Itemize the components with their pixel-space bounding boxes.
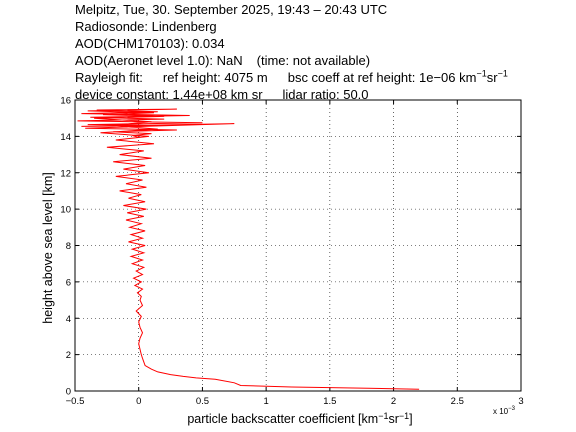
x-axis-label-exp1: −1	[378, 411, 388, 421]
bsc-coeff-sr: sr	[486, 70, 498, 85]
lidar-ratio-label: lidar ratio: 50.0	[282, 87, 369, 102]
x-tick-label: 1.5	[323, 396, 336, 407]
header-info: Melpitz, Tue, 30. September 2025, 19:43 …	[75, 1, 575, 103]
plot-frame	[74, 99, 522, 392]
x-axis-label-sr: sr	[388, 412, 398, 426]
y-tick-label: 4	[66, 314, 71, 325]
y-tick-label: 12	[60, 168, 71, 179]
y-tick-labels: 0 2 4 6 8 10 12 14 16	[60, 96, 71, 398]
aod-aeronet-time: (time: not available)	[256, 53, 371, 68]
x-tick-label: 0.5	[196, 396, 209, 407]
rayleigh-fit-line: Rayleigh fit: ref height: 4075 m bsc coeff…	[75, 69, 575, 86]
y-tick-label: 16	[60, 96, 71, 107]
y-tick-label: 8	[66, 241, 71, 252]
x-multiplier: x 10−3	[493, 406, 516, 416]
aod-aeronet-label: AOD(Aeronet level 1.0): NaN	[75, 53, 243, 68]
axis-ticks	[74, 99, 522, 392]
x-tick-label: 1	[263, 396, 268, 407]
bsc-coeff-exp1: −1	[476, 68, 487, 79]
x-axis-label-main: particle backscatter coefficient [km	[187, 412, 378, 426]
aod-chm-label: AOD(CHM170103): 0.034	[75, 36, 225, 51]
y-tick-label: 10	[60, 205, 71, 216]
radiosonde-label: Radiosonde: Lindenberg	[75, 19, 217, 34]
device-constant-label: device constant: 1.44e+08 km sr	[75, 87, 263, 102]
aod-aeronet-line: AOD(Aeronet level 1.0): NaN (time: not av…	[75, 52, 575, 69]
y-axis-label: height above sea level [km]	[41, 172, 55, 323]
bsc-coeff-label: bsc coeff at ref height: 1e−06 km	[287, 70, 477, 85]
x-axis-label-end: ]	[409, 412, 412, 426]
ref-height-label: ref height: 4075 m	[162, 70, 268, 85]
x-tick-label: 2.5	[451, 396, 464, 407]
header-title: Melpitz, Tue, 30. September 2025, 19:43 …	[75, 2, 388, 17]
x-tick-labels: −0.5 0 0.5 1 1.5 2 2.5 3	[66, 396, 524, 407]
x-axis-label-exp2: −1	[399, 411, 409, 421]
grid-lines	[75, 100, 521, 391]
bsc-coeff-exp2: −1	[497, 68, 508, 79]
x-tick-label: 3	[518, 396, 523, 407]
y-tick-label: 0	[66, 387, 71, 398]
device-constant-line: device constant: 1.44e+08 km sr lidar rat…	[75, 86, 575, 103]
x-tick-label: 0	[136, 396, 141, 407]
y-tick-label: 2	[66, 350, 71, 361]
x-tick-label: −0.5	[66, 396, 85, 407]
series-line-backscatter	[77, 108, 420, 390]
x-tick-label: 2	[391, 396, 396, 407]
x-axis-label: particle backscatter coefficient [km−1sr…	[187, 411, 412, 426]
x-multiplier-base: x 10	[493, 407, 509, 416]
y-tick-label: 14	[60, 132, 71, 143]
x-multiplier-exp: −3	[508, 406, 516, 412]
rayleigh-fit-label: Rayleigh fit:	[75, 70, 143, 85]
y-tick-label: 6	[66, 277, 71, 288]
